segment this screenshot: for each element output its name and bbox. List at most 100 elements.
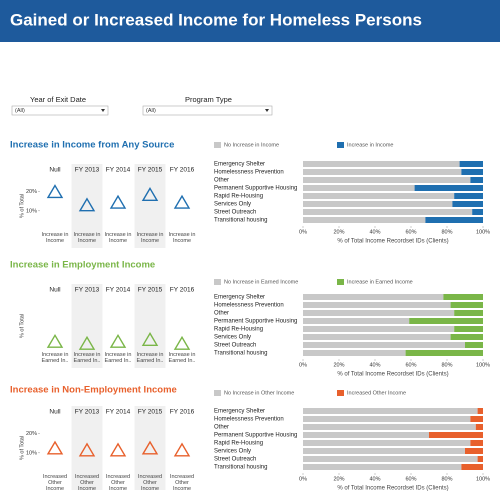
- section-title: Increase in Non-Employment Income: [10, 385, 177, 396]
- x-label: Increased Other Income: [169, 474, 195, 490]
- section-title: Increase in Income from Any Source: [10, 140, 174, 151]
- x-tick-label: 0%: [299, 229, 307, 235]
- x-tick-label: 40%: [369, 476, 380, 482]
- x-label-text: Increase in Income: [73, 232, 101, 244]
- x-label-text: Increase in Income: [136, 232, 164, 244]
- filter-value[interactable]: (All): [146, 108, 156, 114]
- x-label: Increase in Income: [73, 232, 101, 244]
- x-label-text: Increase in Earned In..: [168, 352, 196, 364]
- y-axis-label: % of Total: [19, 436, 25, 460]
- bar-segment: [425, 217, 483, 223]
- bar-segment: [477, 456, 483, 462]
- column-header: FY 2016: [170, 167, 195, 174]
- column-header: Null: [49, 287, 61, 294]
- column-header: FY 2014: [106, 167, 131, 174]
- row-label: Emergency Shelter: [214, 162, 265, 168]
- triangle-marker: [78, 197, 96, 212]
- x-label: Increase in Earned In..: [42, 352, 69, 364]
- triangle-marker: [46, 440, 64, 455]
- legend-label: No Increase in Other Income: [224, 390, 294, 396]
- triangle-marker: [78, 442, 96, 457]
- x-label-text: Increased Other Income: [42, 474, 68, 490]
- bar-segment: [303, 342, 465, 348]
- bar-segment: [303, 302, 451, 308]
- bar-segment: [429, 432, 483, 438]
- column-header: FY 2016: [170, 287, 195, 294]
- section-title: Increase in Employment Income: [10, 260, 155, 271]
- x-tick-label: 60%: [405, 229, 416, 235]
- column-header: FY 2013: [75, 167, 100, 174]
- legend-swatch: [214, 390, 221, 396]
- column-header: FY 2015: [138, 167, 163, 174]
- legend-swatch: [214, 142, 221, 148]
- x-tick-label: 80%: [441, 362, 452, 368]
- x-label: Increased Other Income: [42, 474, 68, 490]
- row-label: Homelessness Prevention: [214, 170, 284, 176]
- triangle-marker: [109, 333, 127, 348]
- column-header: FY 2015: [138, 287, 163, 294]
- row-label: Transitional housing: [214, 218, 267, 224]
- bar-segment: [303, 408, 478, 414]
- bar-segment: [454, 193, 483, 199]
- bar-segment: [470, 177, 483, 183]
- filter-value[interactable]: (All): [15, 108, 25, 114]
- legend-label: No Increase in Income: [224, 142, 279, 148]
- x-axis-title: % of Total Income Recordset IDs (Clients…: [337, 486, 448, 492]
- triangle-marker: [109, 442, 127, 457]
- triangle-marker: [78, 335, 96, 350]
- triangle-marker: [46, 184, 64, 199]
- filter-dropdown[interactable]: [11, 105, 109, 116]
- bar-segment: [303, 326, 455, 332]
- bar-segment: [303, 217, 426, 223]
- x-tick-label: 60%: [405, 476, 416, 482]
- x-label: Increase in Earned In..: [105, 352, 132, 364]
- filter-label: Program Type: [185, 95, 232, 104]
- row-label: Rapid Re-Housing: [214, 194, 263, 200]
- bar-segment: [303, 448, 465, 454]
- bar-segment: [303, 416, 471, 422]
- x-tick-label: 100%: [476, 229, 490, 235]
- bar-segment: [303, 185, 415, 191]
- bar-segment: [470, 416, 483, 422]
- row-label: Transitional housing: [214, 465, 267, 471]
- bar-segment: [452, 201, 483, 207]
- x-label-text: Increased Other Income: [169, 474, 195, 490]
- filter-dropdown[interactable]: [142, 105, 273, 116]
- triangle-marker: [141, 332, 159, 346]
- x-label-text: Increased Other Income: [137, 474, 163, 490]
- bar-segment: [414, 185, 483, 191]
- bar-segment: [303, 310, 455, 316]
- bar-segment: [303, 193, 455, 199]
- x-label-text: Increase in Income: [41, 232, 69, 244]
- x-label: Increased Other Income: [137, 474, 163, 490]
- x-label-text: Increased Other Income: [105, 474, 131, 490]
- bar-segment: [465, 342, 483, 348]
- column-shade: [134, 164, 166, 248]
- row-label: Transitional housing: [214, 351, 267, 357]
- bar-segment: [303, 318, 410, 324]
- x-tick-label: 20%: [333, 229, 344, 235]
- row-label: Rapid Re-Housing: [214, 327, 263, 333]
- column-shade: [71, 164, 103, 248]
- bar-segment: [454, 326, 483, 332]
- row-label: Permanent Supportive Housing: [214, 186, 297, 192]
- y-tick-label: 10%: [26, 208, 37, 214]
- bar-segment: [303, 161, 460, 167]
- legend-swatch: [214, 279, 221, 285]
- y-tick-label: 20%: [26, 431, 37, 437]
- row-label: Other: [214, 425, 229, 431]
- row-label: Services Only: [214, 335, 251, 341]
- row-label: Rapid Re-Housing: [214, 441, 263, 447]
- bar-segment: [450, 302, 483, 308]
- bar-segment: [303, 432, 429, 438]
- bar-segment: [303, 334, 451, 340]
- row-label: Services Only: [214, 449, 251, 455]
- bar-segment: [472, 209, 483, 215]
- row-label: Other: [214, 311, 229, 317]
- y-tick-label: 10%: [26, 450, 37, 456]
- row-label: Other: [214, 178, 229, 184]
- row-label: Street Outreach: [214, 210, 256, 216]
- x-label: Increase in Earned In..: [168, 352, 196, 364]
- bar-segment: [470, 440, 483, 446]
